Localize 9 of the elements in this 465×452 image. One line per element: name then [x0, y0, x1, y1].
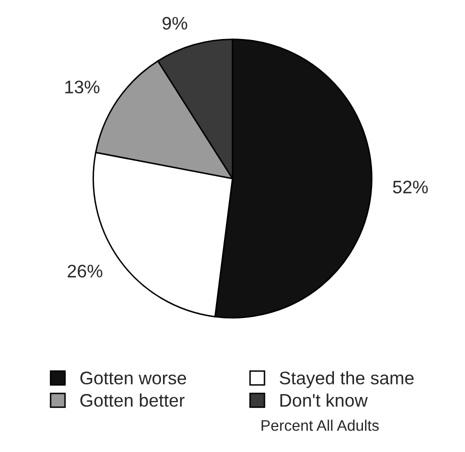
legend-label: Gotten worse — [80, 372, 186, 384]
data-label: 9% — [162, 16, 188, 30]
legend-label: Gotten better — [80, 394, 185, 407]
data-label: 13% — [65, 80, 100, 94]
legend-label: Don't know — [280, 394, 368, 407]
text: Percent All Adults — [262, 420, 379, 431]
data-label: 52% — [393, 180, 428, 194]
data-label: 26% — [68, 264, 102, 278]
legend-label: Stayed the same — [280, 371, 414, 388]
